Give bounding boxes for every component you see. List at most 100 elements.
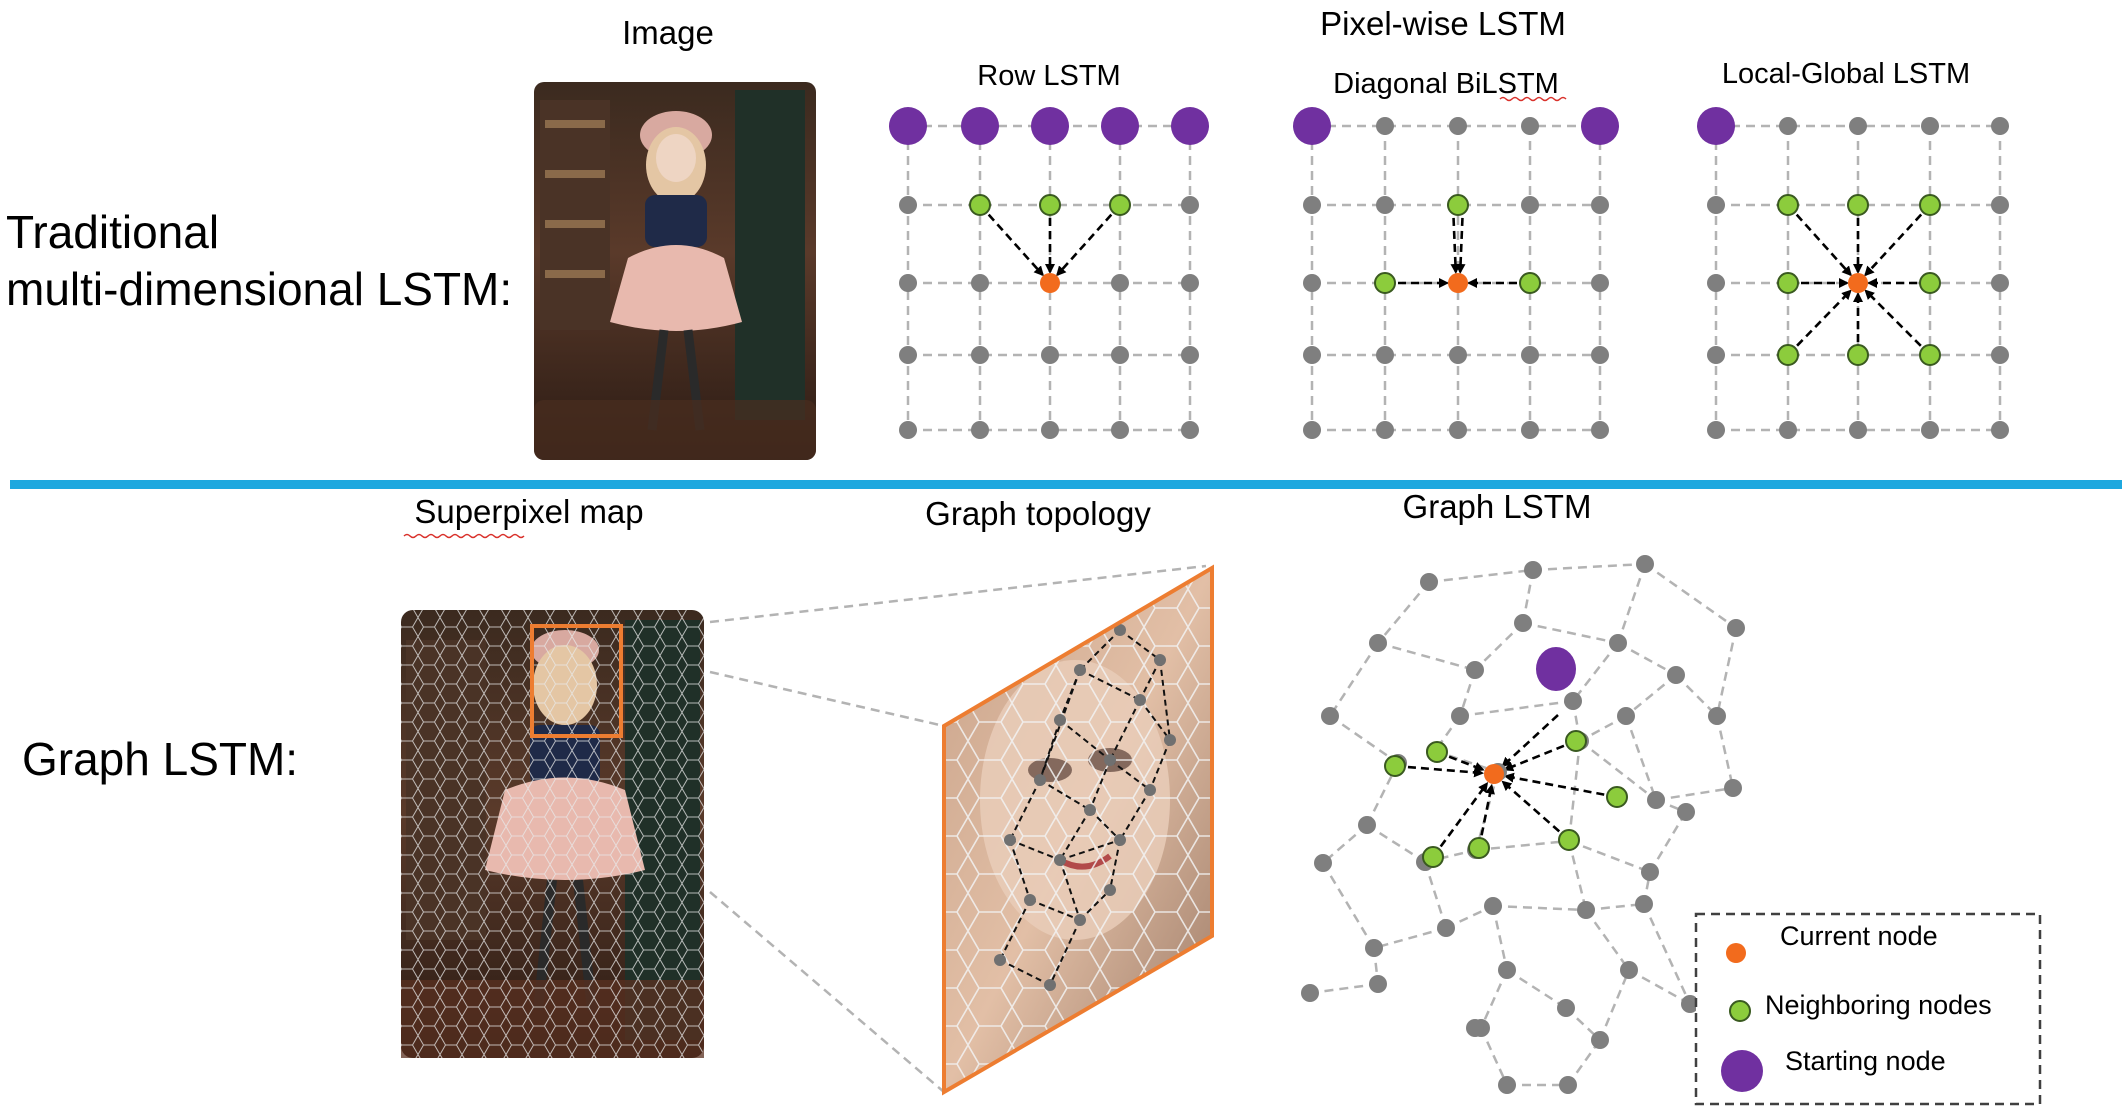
current-node (1040, 273, 1060, 293)
graph-edge (1506, 968, 1567, 1010)
zoom-connector-mid (709, 670, 945, 728)
starting-node (1101, 107, 1139, 145)
neighbor-node (1039, 194, 1061, 216)
neighbor-node (1558, 829, 1580, 851)
spellcheck-underline-bilstm (1499, 96, 1567, 102)
diagonal-bilstm-title: Diagonal BiLSTM (1333, 68, 1559, 100)
graph-edge (1617, 641, 1677, 677)
graph-lstm-graph (1301, 555, 1745, 1094)
grid-node (899, 274, 917, 292)
grid-node (1181, 274, 1199, 292)
starting-node (889, 107, 927, 145)
legend-current-node-label: Current node (1780, 921, 1938, 951)
topology-node (1164, 734, 1176, 746)
graph-node (1577, 901, 1595, 919)
grid-node (1181, 421, 1199, 439)
graph-node (1321, 707, 1339, 725)
graph-arrow (1501, 714, 1559, 768)
grid-node (1449, 421, 1467, 439)
starting-node (961, 107, 999, 145)
graph-edge (1328, 642, 1380, 717)
grid-node (1376, 421, 1394, 439)
graph-node (1557, 999, 1575, 1017)
graph-node (1724, 779, 1742, 797)
graph-node (1620, 961, 1638, 979)
grid-node (1376, 196, 1394, 214)
graph-node (1559, 1076, 1577, 1094)
grid-node (1991, 274, 2009, 292)
topology-node (1104, 884, 1116, 896)
grid-node (1041, 421, 1059, 439)
graph-edge (1459, 699, 1574, 718)
graph-edge (1584, 909, 1631, 971)
graph-edge (1628, 968, 1691, 1006)
neighbor-node (1519, 272, 1541, 294)
grid-node (1707, 274, 1725, 292)
grid-node (1849, 117, 1867, 135)
topology-node (1054, 714, 1066, 726)
graph-arrow (1394, 764, 1485, 778)
graph-edge (1715, 627, 1738, 717)
grid-node (1849, 421, 1867, 439)
grid-node (1521, 421, 1539, 439)
legend: Current node Neighboring nodes Starting … (1694, 912, 2042, 1106)
grid-arrow (1864, 289, 1931, 356)
neighbor-node (1426, 741, 1448, 763)
grid-node (1707, 196, 1725, 214)
spellcheck-underline-superpixel (403, 533, 525, 539)
neighbor-node (1919, 194, 1941, 216)
grid-node (1591, 346, 1609, 364)
graph-edge (1434, 749, 1499, 774)
graph-node (1466, 661, 1484, 679)
graph-edge (1625, 674, 1677, 717)
row-lstm-grid (889, 107, 1209, 439)
graph-edge (1567, 840, 1588, 911)
graph-node (1514, 614, 1532, 632)
grid-node (1521, 346, 1539, 364)
zoom-region-box (530, 624, 623, 738)
topology-edge (1009, 839, 1061, 861)
image-title: Image (622, 14, 714, 51)
graph-edge (1644, 562, 1737, 630)
grid-node (971, 421, 989, 439)
grid-node (1991, 421, 2009, 439)
neighbor-node (1422, 846, 1444, 868)
topology-edge (1159, 659, 1171, 741)
graph-node (1369, 634, 1387, 652)
current-node (1848, 273, 1868, 293)
neighbor-node (969, 194, 991, 216)
grid-node (1991, 196, 2009, 214)
topology-node (1024, 894, 1036, 906)
graph-edge (1377, 641, 1476, 672)
topology-edge (1059, 719, 1111, 761)
grid-node (1041, 346, 1059, 364)
topology-node (1134, 694, 1146, 706)
topology-edge (1109, 699, 1141, 761)
starting-node (1581, 107, 1619, 145)
neighbor-node (1468, 837, 1490, 859)
grid-node (1181, 346, 1199, 364)
graph-arrow (1477, 783, 1495, 849)
graph-edge (1492, 904, 1587, 912)
traditional-row-label-line1: Traditional (6, 206, 219, 258)
graph-node (1635, 895, 1653, 913)
grid-node (1181, 196, 1199, 214)
graph-edge (1579, 740, 1657, 801)
graph-edge (1373, 926, 1447, 950)
graph-arrow (1503, 772, 1618, 799)
grid-node (1449, 117, 1467, 135)
graph-node (1314, 854, 1332, 872)
starting-node (1171, 107, 1209, 145)
graph-node (1647, 791, 1665, 809)
grid-node (1303, 346, 1321, 364)
topology-edge (1089, 809, 1121, 841)
graph-node (1498, 1076, 1516, 1094)
graph-lstm-title: Graph LSTM (1403, 488, 1592, 525)
graph-edge (1642, 903, 1692, 1005)
graph-node (1301, 984, 1319, 1002)
grid-node (1303, 274, 1321, 292)
topology-node (1044, 979, 1056, 991)
graph-topology-panel (942, 564, 1214, 1096)
neighbor-node (1565, 730, 1587, 752)
grid-node (899, 421, 917, 439)
